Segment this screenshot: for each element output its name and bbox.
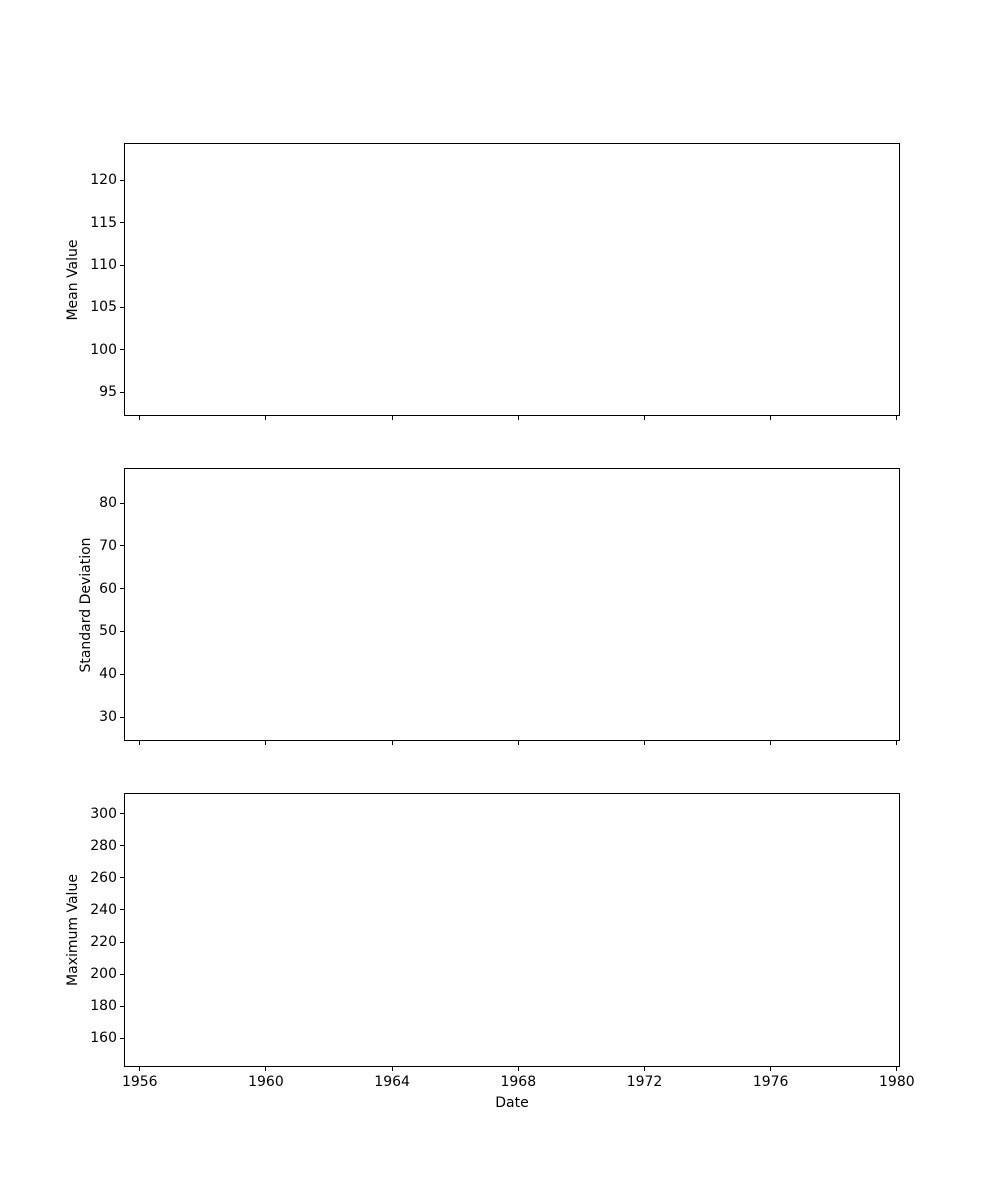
y-tick-label: 110	[90, 257, 117, 274]
y-axis-label: Standard Deviation	[78, 536, 94, 673]
x-tick-label: 1960	[248, 1074, 284, 1090]
y-tick-mark	[120, 941, 124, 943]
x-tick-mark	[770, 1067, 772, 1071]
x-tick-mark	[643, 741, 645, 745]
x-tick-label: 1980	[879, 1074, 915, 1090]
x-tick-mark	[643, 416, 645, 420]
x-tick-label: 1964	[374, 1074, 410, 1090]
y-tick-label: 160	[90, 1030, 117, 1047]
y-tick-label: 60	[99, 580, 117, 597]
y-tick-label: 120	[90, 172, 117, 189]
y-tick-mark	[120, 502, 124, 504]
x-tick-mark	[139, 1067, 141, 1071]
y-tick-label: 50	[99, 623, 117, 640]
x-tick-mark	[517, 1067, 519, 1071]
y-tick-mark	[120, 1037, 124, 1039]
y-tick-label: 260	[90, 869, 117, 886]
y-tick-mark	[120, 179, 124, 181]
y-tick-mark	[120, 1005, 124, 1007]
plot-area	[124, 143, 900, 416]
x-tick-mark	[265, 741, 267, 745]
y-tick-label: 300	[90, 805, 117, 822]
x-tick-mark	[517, 741, 519, 745]
x-tick-mark	[139, 741, 141, 745]
y-tick-mark	[120, 391, 124, 393]
y-tick-mark	[120, 716, 124, 718]
x-tick-mark	[517, 416, 519, 420]
y-tick-label: 105	[90, 299, 117, 316]
y-tick-mark	[120, 630, 124, 632]
x-tick-mark	[770, 741, 772, 745]
y-tick-mark	[120, 673, 124, 675]
y-tick-label: 100	[90, 341, 117, 358]
y-tick-mark	[120, 588, 124, 590]
y-tick-mark	[120, 845, 124, 847]
x-tick-mark	[896, 416, 898, 420]
x-tick-label: 1972	[626, 1074, 663, 1090]
y-tick-label: 220	[90, 934, 117, 950]
y-tick-mark	[120, 877, 124, 879]
x-tick-mark	[770, 416, 772, 420]
y-tick-label: 30	[99, 709, 117, 726]
y-tick-mark	[120, 264, 124, 266]
y-tick-label: 280	[90, 837, 117, 854]
x-tick-mark	[896, 741, 898, 745]
plot-area	[124, 468, 900, 741]
x-tick-label: 1968	[500, 1074, 537, 1090]
x-tick-mark	[265, 1067, 267, 1071]
y-tick-mark	[120, 306, 124, 308]
y-tick-label: 95	[99, 384, 117, 401]
y-tick-label: 180	[90, 998, 117, 1015]
y-tick-label: 40	[99, 666, 117, 683]
x-tick-mark	[265, 416, 267, 420]
y-tick-mark	[120, 222, 124, 224]
x-axis-label: Date	[495, 1095, 529, 1111]
y-tick-label: 70	[99, 537, 117, 554]
x-tick-label: 1956	[121, 1074, 158, 1090]
y-tick-label: 240	[90, 901, 117, 918]
y-tick-mark	[120, 973, 124, 975]
y-tick-mark	[120, 909, 124, 911]
y-tick-mark	[120, 349, 124, 351]
x-tick-mark	[391, 741, 393, 745]
y-tick-label: 80	[99, 495, 117, 512]
plot-area	[124, 793, 900, 1067]
y-tick-label: 115	[90, 214, 117, 231]
x-tick-mark	[139, 416, 141, 420]
x-tick-mark	[391, 1067, 393, 1071]
x-tick-label: 1976	[752, 1074, 789, 1090]
x-tick-mark	[391, 416, 393, 420]
y-tick-mark	[120, 545, 124, 547]
x-tick-mark	[643, 1067, 645, 1071]
y-tick-label: 200	[90, 966, 117, 982]
x-tick-mark	[896, 1067, 898, 1071]
y-tick-mark	[120, 813, 124, 815]
